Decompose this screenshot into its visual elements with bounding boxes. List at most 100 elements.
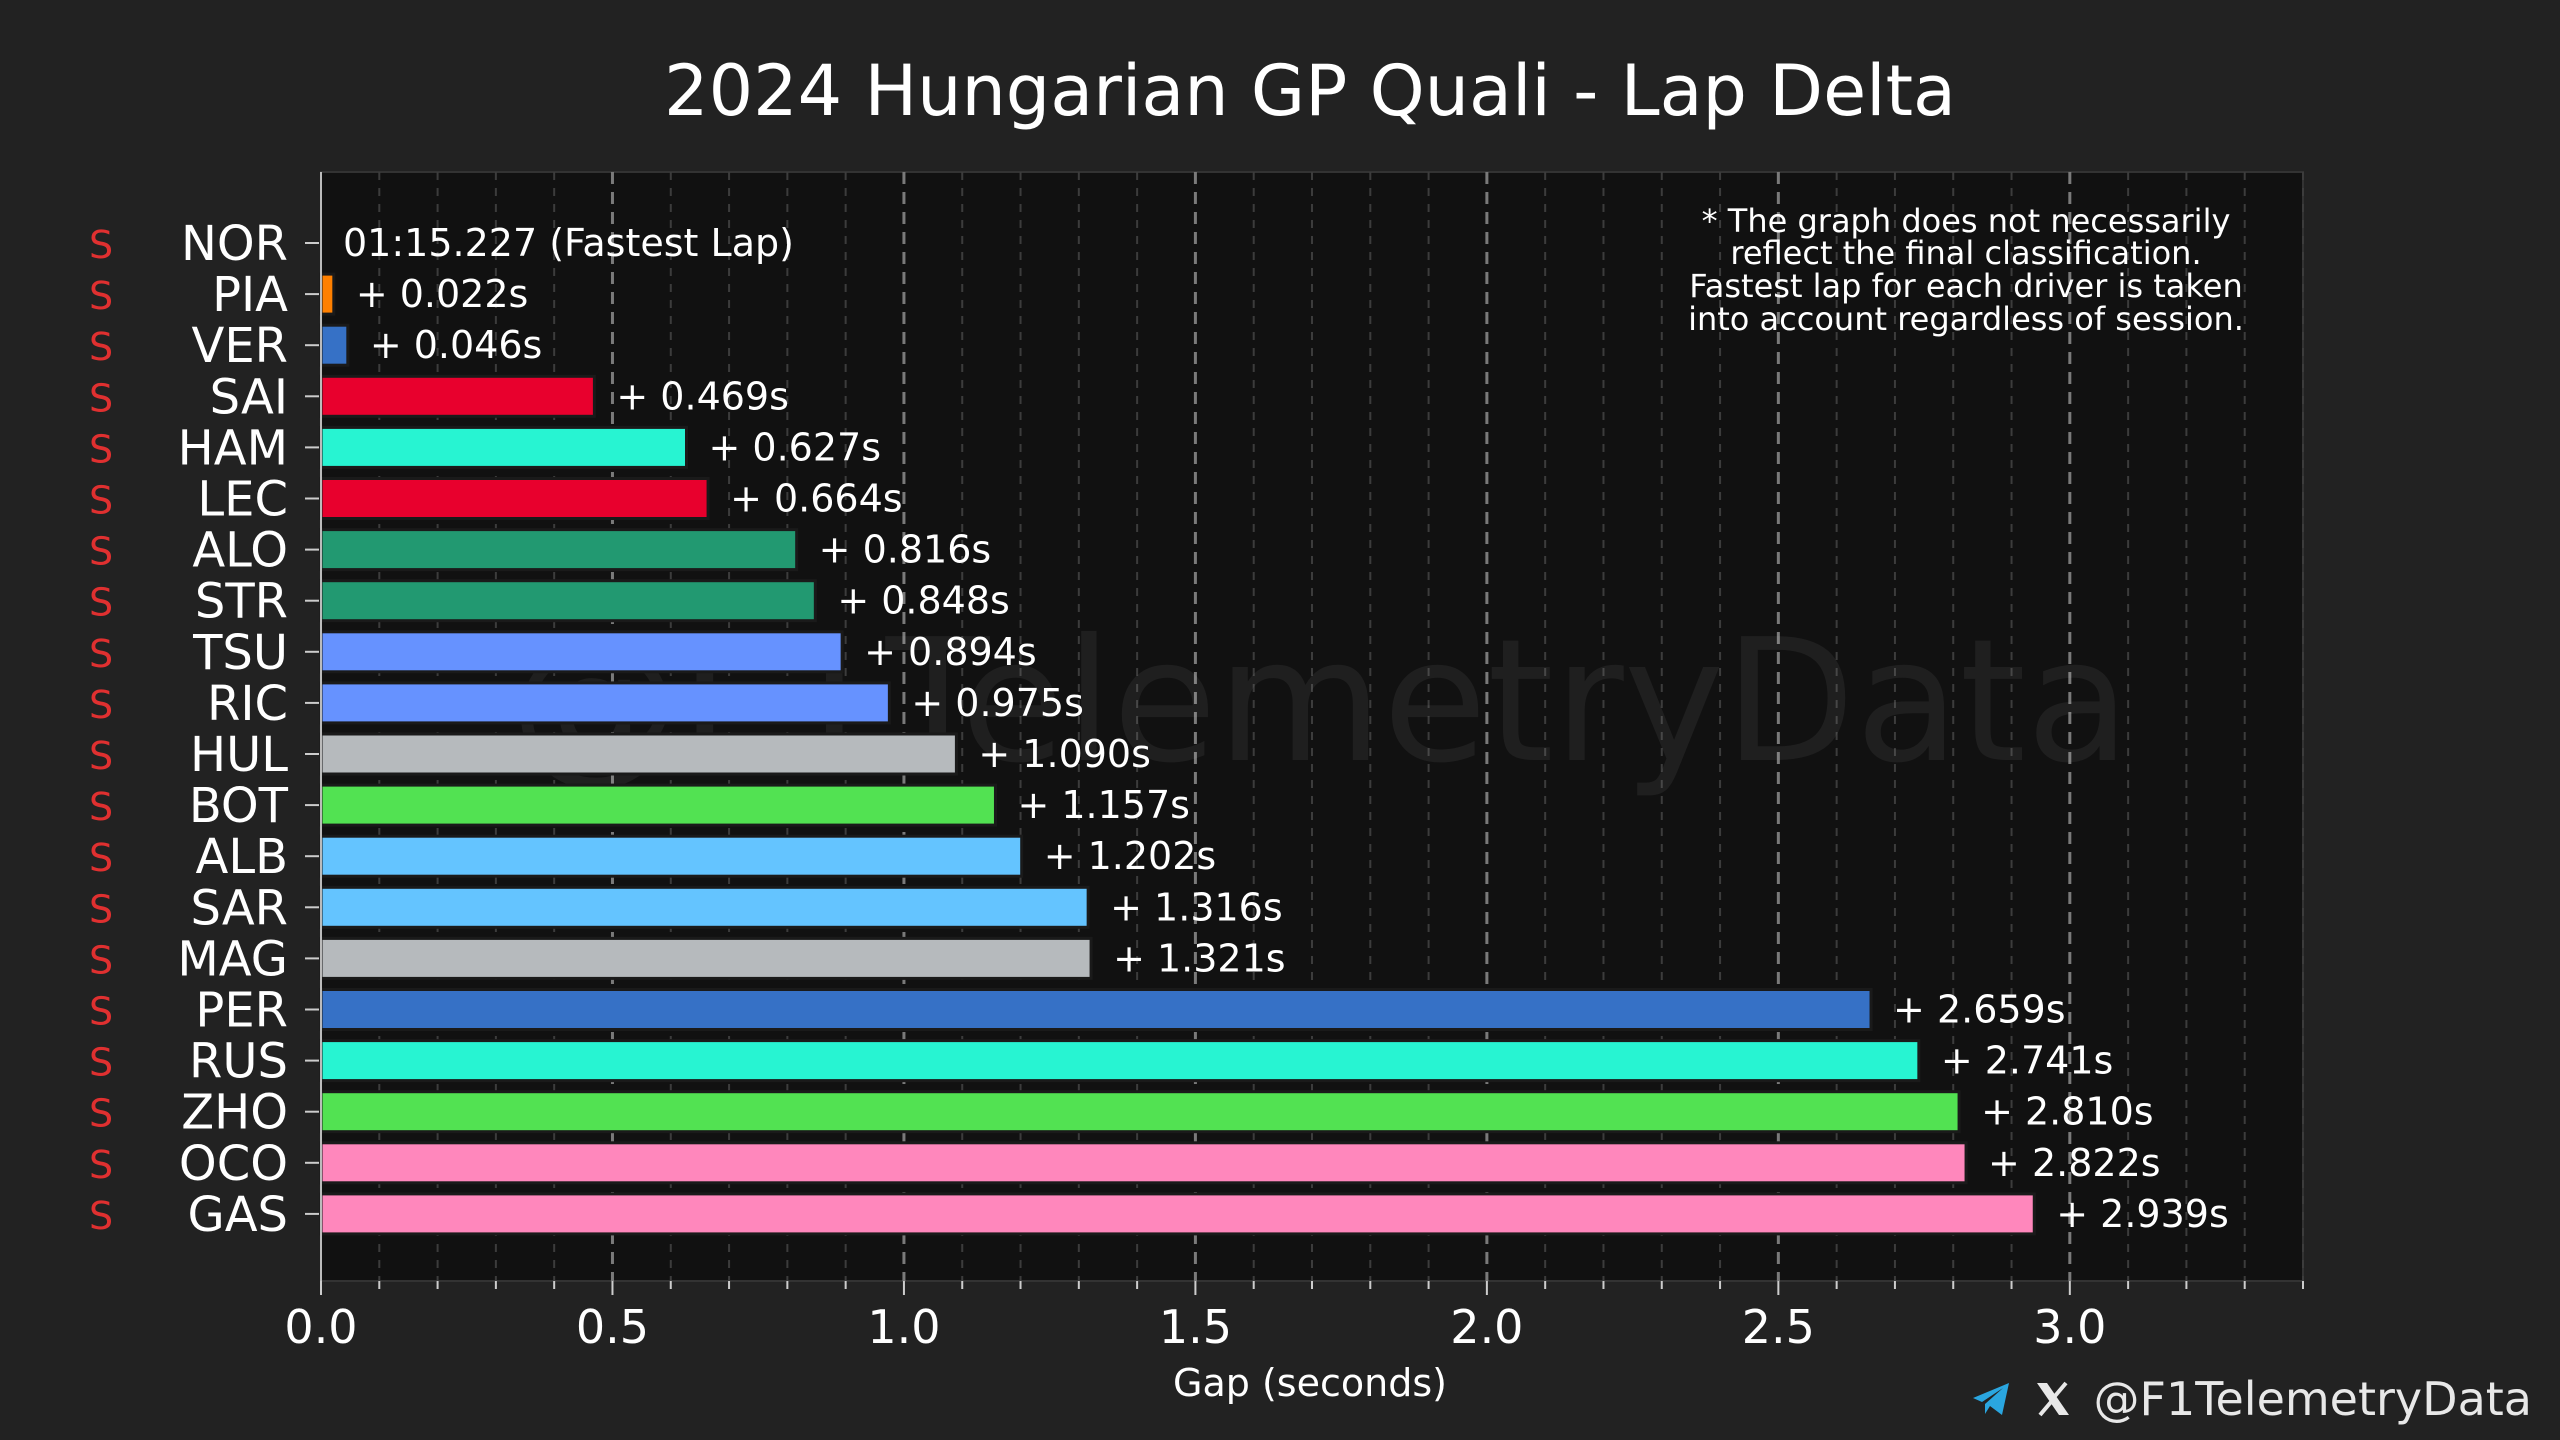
driver-label-per: PER — [195, 983, 288, 1039]
driver-label-zho: ZHO — [181, 1085, 288, 1141]
bar-mag — [319, 936, 1093, 980]
x-axis: 0.0 0.5 1.0 1.5 2.0 2.5 3.0 — [284, 172, 2304, 1354]
bar-ric — [319, 681, 891, 725]
driver-label-hul: HUL — [190, 727, 288, 783]
driver-label-oco: OCO — [179, 1136, 288, 1192]
tyre-compound-marker: S — [89, 1092, 113, 1136]
bar-value-label: + 2.810s — [1981, 1090, 2154, 1134]
x-tick-label: 0.0 — [284, 1300, 357, 1354]
driver-label-sar: SAR — [190, 880, 288, 936]
chart-title: 2024 Hungarian GP Quali - Lap Delta — [664, 50, 1956, 132]
tyre-compound-marker: S — [89, 1143, 113, 1187]
bar-oco — [319, 1141, 1968, 1185]
note-line-3: Fastest lap for each driver is taken — [1689, 267, 2242, 305]
footer-handle[interactable]: @F1TelemetryData — [2093, 1372, 2532, 1426]
tyre-compound-marker: S — [89, 990, 113, 1034]
bar-alo — [319, 528, 799, 572]
tyre-compound-marker: S — [89, 581, 113, 625]
bar-sai — [319, 374, 596, 418]
note-line-4: into account regardless of session. — [1688, 300, 2244, 338]
tyre-compound-marker: S — [89, 1194, 113, 1238]
bar-alb — [319, 834, 1024, 878]
bar-value-label: + 2.939s — [2056, 1192, 2229, 1236]
bar-value-label: + 0.627s — [709, 425, 882, 469]
x-tick-label: 1.0 — [867, 1300, 940, 1354]
tyre-compound-marker: S — [89, 376, 113, 420]
bar-ver — [319, 323, 350, 367]
driver-label-ric: RIC — [207, 676, 288, 732]
x-tick-label: 3.0 — [2033, 1300, 2106, 1354]
x-axis-label: Gap (seconds) — [1173, 1361, 1447, 1405]
bar-value-label: + 1.202s — [1044, 834, 1217, 878]
driver-label-rus: RUS — [189, 1034, 288, 1090]
x-icon[interactable] — [2031, 1377, 2075, 1421]
telegram-icon[interactable] — [1969, 1377, 2013, 1421]
bar-value-label: + 0.894s — [864, 630, 1037, 674]
driver-label-alb: ALB — [195, 829, 288, 885]
driver-label-alo: ALO — [192, 523, 288, 579]
note-line-1: * The graph does not necessarily — [1702, 202, 2231, 240]
bar-rus — [319, 1039, 1921, 1083]
bar-zho — [319, 1090, 1961, 1134]
bar-value-label: + 1.157s — [1017, 783, 1190, 827]
bar-value-label: + 1.316s — [1110, 885, 1283, 929]
driver-label-mag: MAG — [177, 931, 288, 987]
bar-value-label: + 2.659s — [1893, 988, 2066, 1032]
driver-label-tsu: TSU — [192, 625, 288, 681]
bar-value-label: + 1.090s — [978, 732, 1151, 776]
bar-value-label: + 0.848s — [837, 579, 1010, 623]
bar-value-label: + 0.046s — [370, 323, 543, 367]
driver-label-sai: SAI — [210, 369, 288, 425]
driver-label-ver: VER — [191, 318, 288, 374]
bar-lec — [319, 477, 710, 520]
tyre-compound-marker: S — [89, 427, 113, 471]
tyre-compound-marker: S — [89, 836, 113, 880]
tyre-compound-marker: S — [89, 325, 113, 369]
tyre-compound-marker: S — [89, 1041, 113, 1085]
bar-value-label: + 0.816s — [819, 528, 992, 572]
tyre-compound-marker: S — [89, 887, 113, 931]
bar-value-label: + 0.022s — [356, 272, 529, 316]
driver-label-nor: NOR — [181, 216, 288, 272]
bar-pia — [319, 272, 336, 316]
x-tick-label: 1.5 — [1159, 1300, 1232, 1354]
bar-per — [319, 988, 1873, 1031]
footer: @F1TelemetryData — [1969, 1372, 2532, 1426]
bar-value-label: + 1.321s — [1113, 936, 1286, 980]
bar-tsu — [319, 630, 844, 674]
note-line-2: reflect the final classification. — [1730, 234, 2201, 272]
tyre-compound-marker: S — [89, 734, 113, 778]
bar-value-label: + 2.822s — [1988, 1141, 2161, 1185]
bar-value-label: + 2.741s — [1941, 1039, 2114, 1083]
driver-label-lec: LEC — [197, 472, 288, 528]
driver-label-str: STR — [195, 574, 288, 630]
bar-str — [319, 579, 817, 623]
bar-value-label: + 0.469s — [616, 374, 789, 418]
tyre-compound-marker: S — [89, 785, 113, 829]
bar-sar — [319, 885, 1090, 929]
chart-note: * The graph does not necessarily reflect… — [1688, 202, 2244, 338]
bar-value-label: + 0.664s — [730, 477, 903, 521]
tyre-compound-marker: S — [89, 223, 113, 267]
tyre-compound-marker: S — [89, 683, 113, 727]
driver-label-gas: GAS — [188, 1187, 289, 1243]
x-tick-label: 2.5 — [1742, 1300, 1815, 1354]
driver-label-ham: HAM — [178, 420, 288, 476]
x-tick-label: 2.0 — [1450, 1300, 1523, 1354]
driver-label-bot: BOT — [189, 778, 289, 834]
bar-gas — [319, 1192, 2036, 1236]
bar-bot — [319, 783, 997, 827]
bar-value-label: 01:15.227 (Fastest Lap) — [343, 221, 794, 265]
tyre-compound-marker: S — [89, 530, 113, 574]
x-tick-label: 0.5 — [576, 1300, 649, 1354]
bar-value-label: + 0.975s — [911, 681, 1084, 725]
bar-hul — [319, 732, 958, 776]
tyre-compound-marker: S — [89, 632, 113, 676]
bar-labels: 01:15.227 (Fastest Lap) + 0.022s + 0.046s +… — [343, 221, 2229, 1236]
bar-ham — [319, 425, 689, 469]
driver-label-pia: PIA — [212, 267, 288, 323]
bars — [319, 272, 2036, 1236]
tyre-compound-marker: S — [89, 274, 113, 318]
